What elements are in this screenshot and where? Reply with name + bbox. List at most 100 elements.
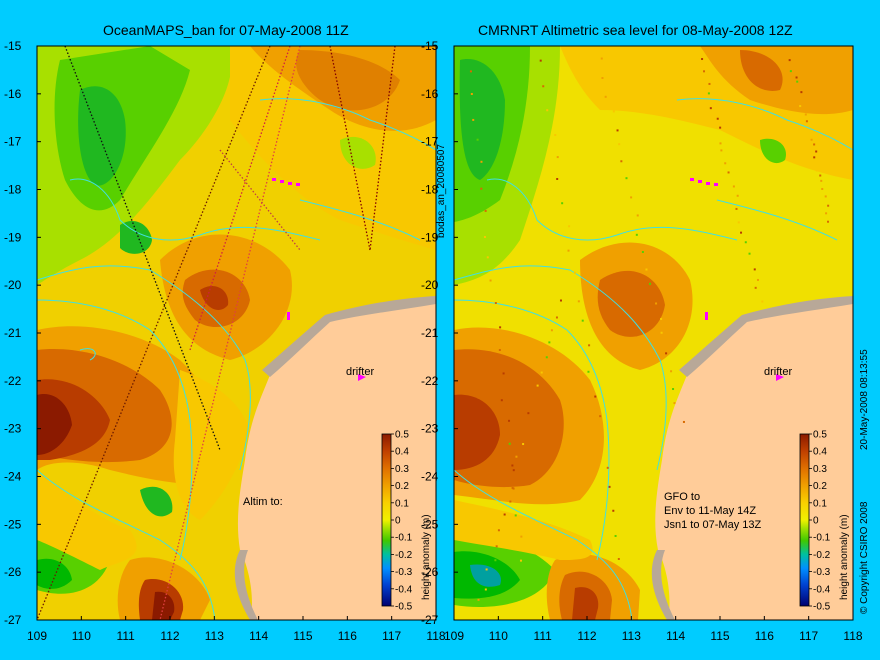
- colorbar-tick-label: 0: [813, 516, 819, 527]
- colorbar-tick-label: -0.4: [813, 584, 831, 595]
- track-marker: [672, 388, 675, 391]
- track-marker: [556, 156, 559, 159]
- track-marker: [502, 372, 505, 375]
- lat-tick-label: -20: [4, 278, 22, 292]
- lon-tick-label: 113: [622, 629, 641, 643]
- left-lat-axis: -15 -16 -17 -18 -19 -20 -21 -22 -23 -24 -25 -26 -27: [4, 39, 41, 627]
- lat-tick-label: -25: [421, 517, 439, 531]
- lon-tick-label: 111: [534, 629, 553, 643]
- lon-tick-label: 117: [799, 629, 818, 643]
- track-marker: [827, 220, 830, 223]
- lat-tick-label: -17: [4, 135, 22, 149]
- track-marker: [559, 299, 562, 302]
- track-marker: [480, 187, 483, 190]
- track-marker: [708, 82, 711, 85]
- panel-left-title: OceanMAPS_ban for 07-May-2008 11Z: [103, 22, 349, 38]
- track-marker: [498, 348, 501, 351]
- track-marker: [798, 98, 801, 101]
- altim-label-left: Altim to:: [243, 496, 283, 508]
- colorbar-tick-label: -0.5: [395, 602, 413, 613]
- track-marker: [795, 76, 798, 79]
- track-marker: [539, 59, 542, 62]
- track-marker: [484, 588, 487, 591]
- track-marker: [616, 129, 619, 132]
- lat-tick-label: -22: [421, 374, 439, 388]
- lat-tick-label: -18: [421, 183, 439, 197]
- track-marker: [660, 331, 663, 334]
- lat-tick-label: -15: [421, 39, 439, 53]
- lat-tick-label: -16: [4, 87, 22, 101]
- track-marker: [477, 598, 480, 601]
- track-marker: [494, 559, 497, 562]
- right-lon-axis: 109 110 111 112 113 114 115 116 117 118: [444, 616, 863, 643]
- track-marker: [542, 85, 545, 88]
- lat-tick-label: -18: [4, 183, 22, 197]
- track-marker: [485, 568, 488, 571]
- track-marker: [494, 302, 497, 305]
- track-marker: [581, 319, 584, 322]
- track-marker: [665, 352, 668, 355]
- track-marker: [753, 268, 756, 271]
- track-marker: [512, 469, 515, 472]
- track-marker: [546, 109, 549, 112]
- colorbar-tick-label: 0.1: [813, 498, 827, 509]
- lon-tick-label: 116: [338, 629, 357, 643]
- track-marker: [495, 545, 498, 548]
- track-marker: [673, 402, 676, 405]
- track-marker: [469, 70, 472, 73]
- track-marker: [820, 179, 823, 182]
- altim-label-right: GFO to: [664, 491, 700, 503]
- drifter-label-left: drifter: [346, 366, 374, 378]
- track-marker: [612, 110, 615, 113]
- lat-tick-label: -23: [4, 422, 22, 436]
- lat-tick-label: -24: [421, 470, 439, 484]
- track-marker: [660, 317, 663, 320]
- lat-tick-label: -22: [4, 374, 22, 388]
- track-marker: [511, 486, 514, 489]
- colorbar-tick-label: -0.1: [813, 533, 831, 544]
- altim-line-jsn1: Jsn1 to 07-May 13Z: [664, 519, 761, 531]
- track-marker: [707, 92, 710, 95]
- lat-tick-label: -26: [421, 565, 439, 579]
- track-marker: [625, 177, 628, 180]
- track-marker: [754, 286, 757, 289]
- colorbar-tick-label: -0.2: [395, 550, 413, 561]
- track-marker: [540, 371, 543, 374]
- lon-tick-label: 113: [205, 629, 224, 643]
- lat-tick-label: -16: [421, 87, 439, 101]
- lat-tick-label: -27: [4, 613, 22, 627]
- lat-tick-label: -25: [4, 517, 22, 531]
- right-map: drifter GFO to Env to 11-May 14Z Jsn1 to…: [454, 46, 853, 620]
- lat-tick-label: -21: [421, 326, 439, 340]
- track-marker: [735, 207, 738, 210]
- colorbar-tick-label: 0.3: [395, 464, 409, 475]
- track-marker: [736, 194, 739, 197]
- lat-tick-label: -26: [4, 565, 22, 579]
- track-marker: [719, 126, 722, 129]
- track-marker: [825, 212, 828, 215]
- track-marker: [500, 399, 503, 402]
- lon-tick-label: 117: [382, 629, 401, 643]
- track-marker: [548, 341, 551, 344]
- track-marker: [599, 415, 602, 418]
- colorbar-tick-label: -0.4: [395, 584, 413, 595]
- track-marker: [649, 282, 652, 285]
- lon-tick-label: 110: [489, 629, 508, 643]
- lon-tick-label: 112: [577, 629, 596, 643]
- track-marker: [554, 133, 557, 136]
- track-marker: [682, 420, 685, 423]
- track-marker: [740, 231, 743, 234]
- track-marker: [620, 160, 623, 163]
- track-marker: [720, 149, 723, 152]
- lat-tick-label: -23: [421, 422, 439, 436]
- track-marker: [815, 169, 818, 172]
- track-marker: [804, 127, 807, 130]
- lon-tick-label: 118: [843, 629, 862, 643]
- track-marker: [476, 138, 479, 141]
- lat-tick-label: -15: [4, 39, 22, 53]
- track-marker: [527, 412, 530, 415]
- copyright-label: © Copyright CSIRO 2008: [859, 501, 870, 614]
- track-marker: [511, 464, 514, 467]
- lat-tick-label: -17: [421, 135, 439, 149]
- colorbar-right-label: height anomaly (m): [839, 514, 850, 600]
